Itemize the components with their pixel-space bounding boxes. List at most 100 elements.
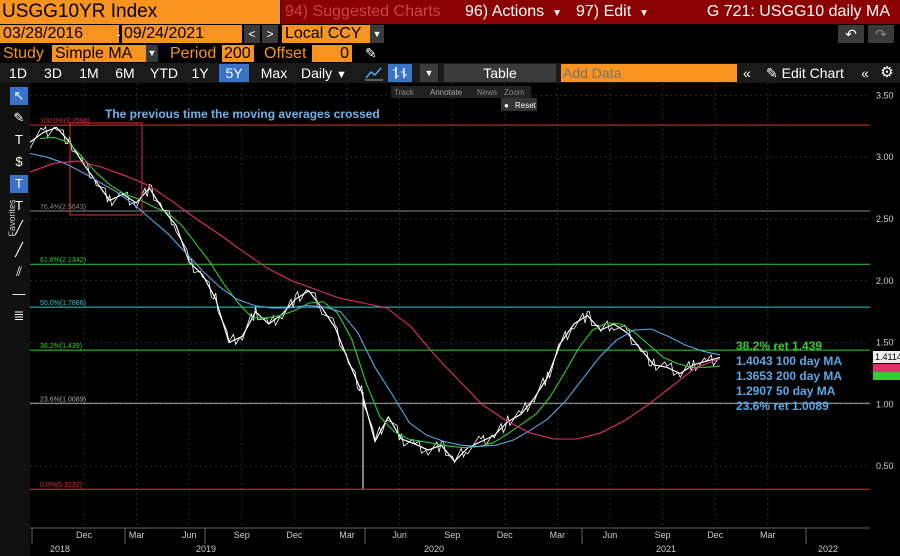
price-detail-line <box>30 125 719 464</box>
last-price-tag <box>873 351 900 363</box>
pencil-icon: ✎ <box>766 65 778 81</box>
ticker-field[interactable]: USGG10YR Index <box>0 0 280 24</box>
cursor-icon[interactable]: ↖ <box>10 87 28 105</box>
actions-menu[interactable]: 96) Actions ▼ <box>461 0 573 24</box>
range-button-6m[interactable]: 6M <box>115 65 135 81</box>
fib-level-label: 76.4%(2.5643) <box>40 204 86 211</box>
text-tool-icon[interactable]: T <box>15 132 23 147</box>
chart-area[interactable]: 100.0%(3.2594) 76.4%(2.5643) 61.8%(2.1342)… <box>30 83 900 556</box>
currency-field[interactable]: Local CCY <box>282 25 371 43</box>
reset-button <box>501 98 537 111</box>
study-field[interactable]: Simple MA <box>52 45 147 62</box>
fib-level-label: 38.2%(1.439) <box>40 343 82 350</box>
offset-field[interactable]: 0 <box>312 45 352 62</box>
undo-icon[interactable]: ↶ <box>838 25 864 43</box>
frequency-select[interactable]: Daily ▼ <box>301 65 347 81</box>
range-button-1y[interactable]: 1Y <box>191 65 209 81</box>
suggested-charts-button[interactable]: 94) Suggested Charts <box>281 0 461 24</box>
collapse-icon[interactable]: « <box>743 65 751 81</box>
edit-chart-button[interactable]: ✎ Edit Chart <box>766 64 844 82</box>
x-tick-label: Sep <box>234 530 250 540</box>
range-button-1m[interactable]: 1M <box>79 65 99 81</box>
period-label: Period <box>170 45 217 62</box>
pencil-icon[interactable]: ✎ <box>13 110 25 125</box>
chevron-left-icon[interactable]: < <box>244 25 260 43</box>
offset-label: Offset <box>264 45 307 62</box>
x-tick-label: Jun <box>392 530 407 540</box>
line-chart-icon[interactable] <box>364 65 384 81</box>
range-button-5y[interactable]: 5Y <box>219 64 249 82</box>
header-bar: USGG10YR Index 94) Suggested Charts 96) … <box>0 0 900 24</box>
chevron-down-icon: ▼ <box>639 8 650 19</box>
year-label: 2019 <box>196 544 216 554</box>
ma200-tag <box>873 364 900 372</box>
text-icon[interactable]: T <box>15 198 23 213</box>
price-tool-icon[interactable]: $ <box>15 154 23 169</box>
edit-chart-label: Edit Chart <box>781 65 844 81</box>
bar-chart-icon[interactable] <box>388 64 412 82</box>
range-toolbar: 1D 3D 1M 6M YTD 1Y 5Y Max Daily ▼ ▼ Table « ✎ E… <box>0 63 900 83</box>
x-tick-label: Jun <box>182 530 197 540</box>
x-tick-label: Jun <box>603 530 618 540</box>
highlight-box <box>69 122 143 216</box>
y-tick-label: 3.50 <box>876 90 894 100</box>
y-tick-label: 2.00 <box>876 276 894 286</box>
ray-icon[interactable]: ╱ <box>15 242 23 257</box>
fib-level-label: 100.0%(3.2594) <box>40 118 90 125</box>
fib-level-label: 0.0%(0.3137) <box>40 482 82 489</box>
annotation-text: The previous time the moving averages cr… <box>105 107 380 121</box>
end-date-field[interactable]: 09/24/2021 <box>122 25 242 43</box>
add-data-input[interactable] <box>561 64 737 82</box>
redo-icon[interactable]: ↷ <box>868 25 894 43</box>
x-tick-label: Dec <box>497 530 514 540</box>
chevron-down-icon[interactable]: ▼ <box>146 45 158 62</box>
legend-entry: 1.3653 200 day MA <box>736 369 842 383</box>
chart-title: G 721: USGG10 daily MA <box>658 0 900 24</box>
y-tick-label: 0.50 <box>876 461 894 471</box>
pencil-icon[interactable]: ✎ <box>365 45 377 61</box>
x-tick-label: Dec <box>76 530 93 540</box>
y-tick-label: 1.50 <box>876 338 894 348</box>
plot-background <box>30 83 870 528</box>
range-button-1d[interactable]: 1D <box>9 65 27 81</box>
fibonacci-icon[interactable]: ≣ <box>13 308 25 323</box>
horizontal-line-icon[interactable]: — <box>12 286 26 301</box>
series-line-ma100 <box>30 152 721 447</box>
x-tick-label: Mar <box>760 530 776 540</box>
year-label: 2022 <box>818 544 838 554</box>
gear-icon[interactable]: ⚙ <box>880 64 894 81</box>
fib-level-label: 23.6%(1.0089) <box>40 396 86 403</box>
drawing-toolbar: ↖ ✎ T $ T T ╱ ╱ ⫽ — ≣ Favorites <box>0 83 30 556</box>
start-date-field[interactable]: 03/28/2016 <box>0 25 119 43</box>
edit-label: 97) Edit <box>576 3 632 20</box>
x-tick-label: Dec <box>286 530 303 540</box>
collapse-icon[interactable]: « <box>861 65 869 81</box>
edit-menu[interactable]: 97) Edit ▼ <box>572 0 658 24</box>
range-button-3d[interactable]: 3D <box>44 65 62 81</box>
study-row: Study Simple MA ▼ Period 200 Offset 0 ✎ <box>0 44 900 63</box>
date-separator: - <box>116 26 121 42</box>
chart-tools-bar <box>391 86 531 98</box>
chevron-down-icon[interactable]: ▼ <box>370 25 384 43</box>
series-line-price <box>30 126 721 463</box>
trendline-icon[interactable]: ╱ <box>15 220 23 235</box>
chevron-right-icon[interactable]: > <box>262 25 278 43</box>
channel-icon[interactable]: ⫽ <box>16 264 22 279</box>
year-label: 2018 <box>50 544 70 554</box>
reset-icon: ● <box>504 101 509 110</box>
favorites-tab[interactable]: Favorites <box>7 199 17 237</box>
table-button[interactable]: Table <box>444 64 556 82</box>
range-button-max[interactable]: Max <box>260 65 288 81</box>
news-button: News <box>477 88 497 97</box>
x-tick-label: Sep <box>655 530 671 540</box>
y-tick-label: 2.50 <box>876 214 894 224</box>
ma50-tag <box>873 372 900 380</box>
annotate-button: Annotate <box>430 88 463 97</box>
period-field[interactable]: 200 <box>222 45 254 62</box>
x-tick-label: Mar <box>550 530 566 540</box>
legend-entry: 1.2907 50 day MA <box>736 384 836 398</box>
range-button-ytd[interactable]: YTD <box>150 65 178 81</box>
year-label: 2021 <box>656 544 676 554</box>
chevron-down-icon[interactable]: ▼ <box>420 64 438 82</box>
text-box-icon[interactable]: T <box>10 175 28 193</box>
